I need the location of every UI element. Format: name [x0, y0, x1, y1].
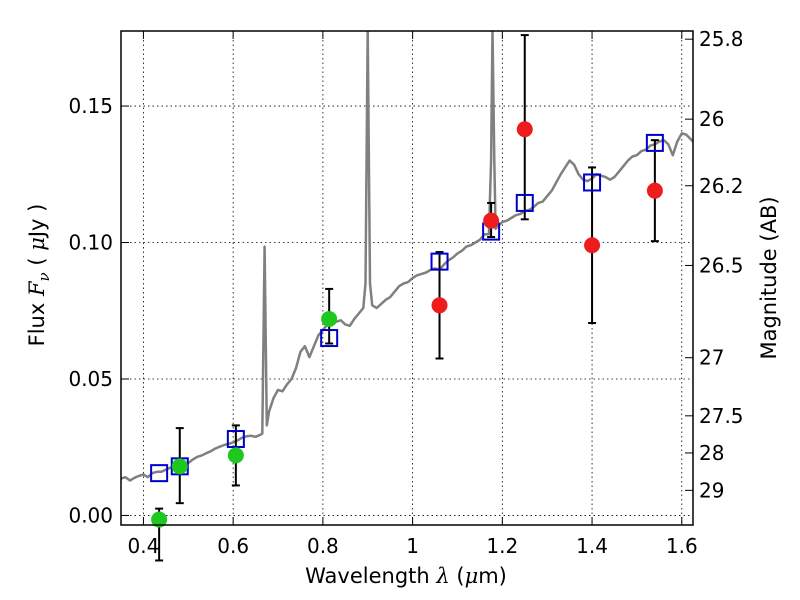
optical-detections-point-0	[151, 511, 168, 528]
y2-tick-label-1: 26	[699, 107, 724, 131]
plot-frame	[120, 30, 694, 526]
y2-axis-label: Magnitude (AB)	[757, 196, 781, 359]
optical-detections-point-3	[321, 310, 338, 327]
y2-tick-label-0: 25.8	[699, 27, 744, 51]
optical-detections-point-2	[227, 447, 244, 464]
model-square-6	[515, 193, 534, 212]
y2-tick-label-3: 26.5	[699, 253, 744, 277]
nir-detections-point-3	[584, 237, 601, 254]
x-tick-label-0: 0.4	[128, 534, 160, 558]
model-square-0	[150, 464, 169, 483]
spectrum	[121, 31, 693, 482]
optical-detections-point-1	[171, 458, 188, 475]
model-square-8	[645, 133, 664, 152]
y2-tick-label-7: 29	[699, 478, 724, 502]
spectrum-line	[121, 31, 693, 482]
error-bars	[155, 34, 659, 562]
y-tick-label-2: 0.10	[68, 231, 113, 255]
x-tick-label-4: 1.2	[486, 534, 518, 558]
y-tick-label-0: 0.00	[68, 503, 113, 527]
x-tick-label-1: 0.6	[217, 534, 249, 558]
y-axis-label: Flux Fν ( μJy )	[25, 204, 53, 347]
nir-detections-point-2	[516, 121, 533, 138]
nir-detections-point-1	[483, 212, 500, 229]
x-tick-label-2: 0.8	[307, 534, 339, 558]
grid	[121, 31, 693, 525]
x-tick-label-5: 1.4	[576, 534, 608, 558]
model-square-4	[430, 252, 449, 271]
x-axis-label: Wavelength λ (μm)	[305, 564, 507, 588]
nir-detections-point-4	[646, 182, 663, 199]
axes	[120, 30, 694, 526]
x-tick-label-6: 1.6	[666, 534, 698, 558]
data-markers	[150, 121, 664, 528]
y2-tick-label-2: 26.2	[699, 174, 744, 198]
model-square-3	[320, 329, 339, 348]
model-square-7	[583, 173, 602, 192]
model-square-2	[226, 430, 245, 449]
tick-labels: 0.4 0.6 0.8 1 1.2 1.4 1.6 0.00 0.05 0.10 0.15 25.8 2…	[68, 27, 743, 558]
y2-tick-label-5: 27.5	[699, 404, 744, 428]
y-tick-label-1: 0.05	[68, 367, 113, 391]
y2-tick-label-6: 28	[699, 441, 724, 465]
x-tick-label-3: 1	[406, 534, 419, 558]
y-tick-label-3: 0.15	[68, 94, 113, 118]
y2-tick-label-4: 27	[699, 346, 724, 370]
nir-detections-point-0	[431, 297, 448, 314]
